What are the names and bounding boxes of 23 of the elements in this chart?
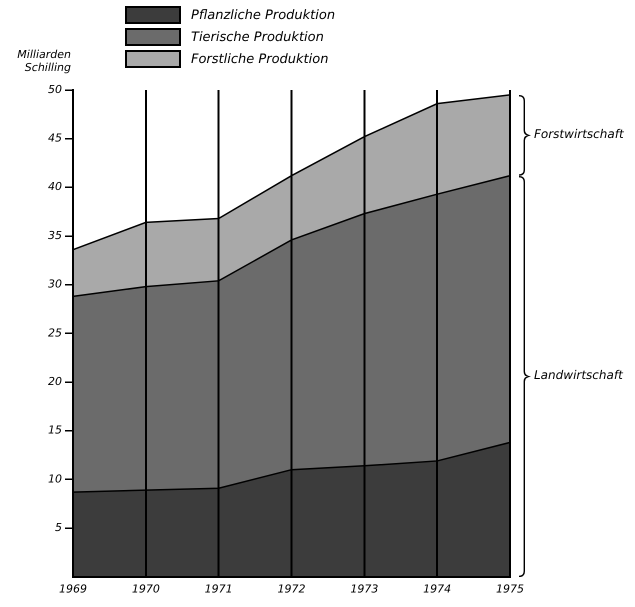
x-tick-label: 1970 — [132, 582, 160, 596]
x-tick-label: 1971 — [204, 582, 233, 596]
y-tick-label: 40 — [48, 180, 62, 194]
x-tick-label: 1972 — [278, 582, 306, 596]
y-tick-label: 50 — [48, 82, 62, 96]
y-tick-label: 5 — [54, 520, 62, 534]
y-axis-title: Milliarden Schilling — [16, 48, 71, 74]
y-tick-label: 25 — [48, 326, 62, 340]
x-tick-label: 1974 — [423, 582, 452, 596]
x-tick-label: 1969 — [58, 582, 87, 596]
y-tick-label: 15 — [48, 424, 62, 437]
text: Landwirtschaft — [534, 368, 623, 382]
legend-label: Forstliche Produktion — [191, 52, 328, 66]
y-tick-label: 35 — [48, 228, 62, 242]
y-tick-label: 45 — [48, 132, 62, 145]
y-tick-label: 30 — [48, 278, 62, 291]
legend-label: Pflanzliche Produktion — [191, 8, 336, 22]
x-tick-label: 1975 — [496, 582, 524, 596]
x-tick-label: 1973 — [350, 582, 378, 596]
y-tick-label: 20 — [48, 374, 62, 388]
text: Forstwirtschaft — [534, 127, 624, 142]
legend-label: Tierische Produktion — [191, 30, 324, 44]
y-tick-label: 10 — [48, 472, 62, 486]
